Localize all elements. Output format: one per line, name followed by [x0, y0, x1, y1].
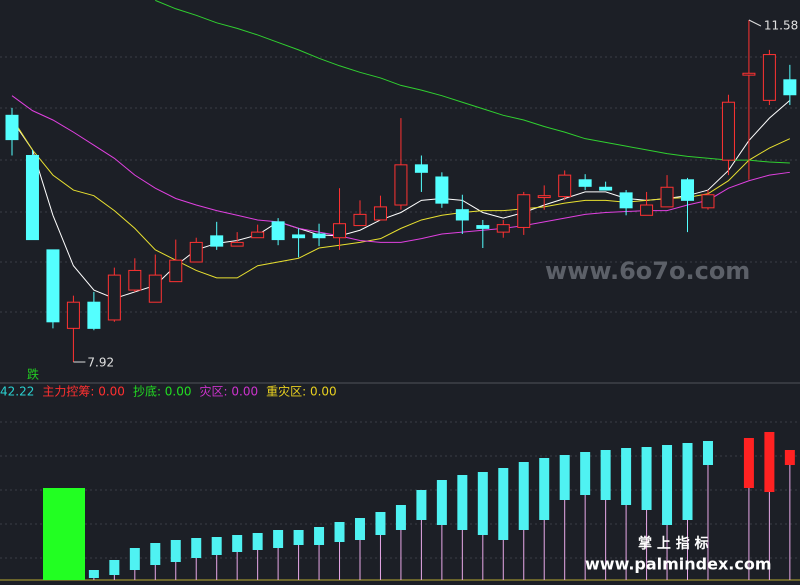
candle-body: [640, 204, 654, 216]
candle-body: [660, 186, 674, 208]
signal-text: 跌: [27, 367, 39, 382]
candle-body: [435, 176, 449, 204]
candle-body: [578, 179, 592, 187]
indicator-bar: [191, 538, 202, 558]
indicator-bar: [518, 462, 529, 530]
candle-body: [210, 235, 224, 247]
indicator-bar: [498, 468, 509, 540]
indicator-bar: [641, 447, 652, 510]
candle-body: [517, 194, 531, 228]
legend-item: 灾区: 0.00: [200, 384, 259, 399]
candle-body: [66, 301, 80, 329]
candle-body: [46, 249, 60, 323]
candle-body: [476, 225, 490, 229]
legend-item: 重灾区: 0.00: [266, 384, 337, 399]
indicator-bar: [416, 490, 427, 520]
candle-body: [394, 164, 408, 206]
price-panel: 11.58 7.92 跌: [5, 0, 798, 382]
candle-body: [25, 154, 39, 241]
indicator-bar: [702, 441, 713, 465]
candle-body: [292, 234, 306, 239]
indicator-bar: [784, 450, 795, 465]
candle-body: [721, 101, 735, 161]
candle-body: [189, 241, 203, 263]
candle-body: [414, 164, 428, 173]
ma-line: [11, 95, 790, 243]
indicator-bar: [743, 438, 754, 488]
candle-body: [619, 192, 633, 209]
candle-body: [558, 174, 572, 198]
indicator-panel: [43, 432, 795, 580]
candle-body: [169, 259, 183, 283]
candle-body: [5, 114, 19, 141]
indicator-bar: [764, 432, 775, 492]
ma-line: [11, 117, 791, 279]
legend-item: 42.22: [0, 385, 34, 399]
watermark: 掌 上 指 标: [638, 535, 709, 552]
indicator-bar: [293, 530, 304, 545]
candle-body: [496, 224, 510, 233]
candle-body: [762, 54, 776, 101]
indicator-bar: [314, 527, 325, 545]
bottom-signal-bar: [43, 488, 85, 580]
low-label: 7.92: [87, 356, 114, 370]
indicator-bar: [436, 480, 447, 525]
indicator-bar: [477, 472, 488, 535]
candle-body: [783, 79, 797, 96]
indicator-bar: [334, 522, 345, 542]
indicator-bar: [682, 443, 693, 520]
candle-body: [333, 223, 347, 239]
high-label: 11.58: [764, 19, 798, 33]
candle-body: [148, 274, 162, 303]
candle-body: [599, 186, 613, 191]
candle-body: [455, 209, 469, 221]
indicator-bar: [211, 537, 222, 555]
indicator-bar: [600, 450, 611, 500]
candle-body: [681, 179, 695, 201]
indicator-bar: [170, 540, 181, 562]
indicator-bar: [150, 543, 161, 565]
candle-body: [373, 206, 387, 221]
indicator-bar: [232, 535, 243, 552]
candle-body: [251, 231, 265, 239]
candle-body: [537, 195, 551, 199]
indicator-bar: [559, 455, 570, 500]
indicator-bar: [273, 530, 284, 548]
indicator-bar: [662, 445, 673, 525]
candle-body: [353, 213, 367, 227]
high-arrow: [748, 19, 762, 27]
indicator-bar: [375, 512, 386, 535]
watermark: www.palmindex.com: [585, 555, 772, 574]
indicator-bar: [129, 548, 140, 570]
legend-item: 主力控筹: 0.00: [42, 385, 125, 399]
candle-body: [87, 301, 101, 329]
watermark: www.6o7o.com: [545, 257, 750, 285]
candle-body: [701, 194, 715, 209]
indicator-bar: [395, 505, 406, 530]
indicator-bar: [88, 570, 99, 578]
candle-body: [107, 274, 121, 321]
candle-body: [312, 233, 326, 239]
indicator-bar: [252, 533, 263, 550]
candle-body: [271, 221, 285, 241]
indicator-bar: [621, 448, 632, 505]
legend-item: 抄底: 0.00: [133, 384, 192, 399]
candle-body: [742, 72, 756, 76]
candle-body: [128, 269, 142, 291]
indicator-bar: [109, 560, 120, 575]
indicator-bar: [457, 475, 468, 530]
indicator-bar: [580, 452, 591, 495]
candle-body: [230, 241, 244, 247]
indicator-bar: [539, 458, 550, 520]
indicator-bar: [354, 518, 365, 540]
ma-line: [155, 0, 790, 164]
